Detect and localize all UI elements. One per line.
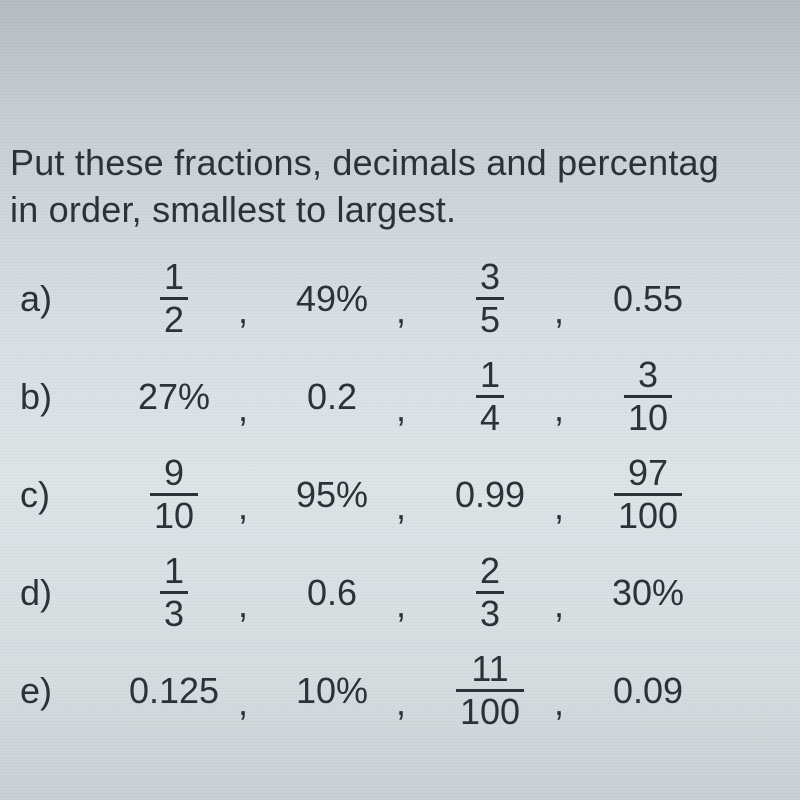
fraction-denominator: 5 [476, 300, 504, 338]
separator-comma: , [396, 584, 406, 632]
value-text: 0.55 [613, 278, 683, 320]
fraction: 11100 [456, 651, 524, 730]
value-item: 310 [574, 357, 722, 436]
separator-comma: , [554, 584, 564, 632]
value-item: 13 [100, 553, 248, 632]
separator-comma: , [238, 682, 248, 730]
separator-comma: , [396, 682, 406, 730]
separator-comma: , [554, 682, 564, 730]
fraction-numerator: 3 [634, 357, 662, 395]
row-items: 27%, 0.2, 14, 310 [100, 357, 722, 436]
fraction-numerator: 3 [476, 259, 504, 297]
row-items: 910, 95%, 0.99, 97100 [100, 455, 722, 534]
value-text: 0.99 [455, 474, 525, 516]
separator-comma: , [396, 388, 406, 436]
fraction: 13 [160, 553, 188, 632]
row-label: c) [10, 474, 100, 516]
worksheet-content: Put these fractions, decimals and percen… [0, 140, 800, 754]
value-text: 0.125 [129, 670, 219, 712]
value-item: 10% [258, 670, 406, 712]
value-text: 0.6 [307, 572, 357, 614]
question-row: c)910,95%,0.99,97100 [10, 460, 790, 530]
value-item: 49% [258, 278, 406, 320]
fraction-denominator: 10 [150, 496, 198, 534]
row-items: 13,0.6,23,30% [100, 553, 722, 632]
instruction-line-2: in order, smallest to largest. [10, 187, 790, 234]
fraction-numerator: 1 [160, 259, 188, 297]
fraction: 35 [476, 259, 504, 338]
fraction-numerator: 97 [624, 455, 672, 493]
question-row: b)27%,0.2,14,310 [10, 362, 790, 432]
value-item: 30% [574, 572, 722, 614]
value-item: 97100 [574, 455, 722, 534]
value-item: 910 [100, 455, 248, 534]
question-row: a)12,49%,35,0.55 [10, 264, 790, 334]
separator-comma: , [554, 486, 564, 534]
value-item: 11100 [416, 651, 564, 730]
value-text: 27% [138, 376, 210, 418]
fraction-denominator: 3 [476, 594, 504, 632]
separator-comma: , [396, 486, 406, 534]
value-item: 14 [416, 357, 564, 436]
separator-comma: , [238, 290, 248, 338]
fraction-denominator: 10 [624, 398, 672, 436]
value-item: 27% [100, 376, 248, 418]
row-label: a) [10, 278, 100, 320]
row-label: d) [10, 572, 100, 614]
value-text: 49% [296, 278, 368, 320]
separator-comma: , [238, 388, 248, 436]
question-rows: a)12,49%,35,0.55b)27%,0.2,14,310c)910,95… [10, 264, 790, 726]
fraction: 12 [160, 259, 188, 338]
value-item: 23 [416, 553, 564, 632]
fraction-denominator: 100 [456, 692, 524, 730]
fraction-numerator: 2 [476, 553, 504, 591]
value-item: 12 [100, 259, 248, 338]
value-item: 95% [258, 474, 406, 516]
value-item: 0.2 [258, 376, 406, 418]
question-row: e)0.125,10%,11100,0.09 [10, 656, 790, 726]
fraction-numerator: 11 [467, 651, 512, 689]
instruction-text: Put these fractions, decimals and percen… [10, 140, 790, 234]
row-items: 0.125, 10%, 11100, 0.09 [100, 651, 722, 730]
value-item: 0.55 [574, 278, 722, 320]
row-items: 12, 49%, 35, 0.55 [100, 259, 722, 338]
value-text: 0.09 [613, 670, 683, 712]
question-row: d)13,0.6,23,30% [10, 558, 790, 628]
separator-comma: , [396, 290, 406, 338]
fraction-numerator: 1 [476, 357, 504, 395]
value-text: 0.2 [307, 376, 357, 418]
row-label: b) [10, 376, 100, 418]
fraction-numerator: 1 [160, 553, 188, 591]
instruction-line-1: Put these fractions, decimals and percen… [10, 140, 790, 187]
fraction: 910 [150, 455, 198, 534]
fraction-denominator: 2 [160, 300, 188, 338]
value-item: 0.99 [416, 474, 564, 516]
separator-comma: , [554, 290, 564, 338]
fraction-denominator: 3 [160, 594, 188, 632]
fraction-denominator: 100 [614, 496, 682, 534]
value-item: 0.6 [258, 572, 406, 614]
separator-comma: , [554, 388, 564, 436]
separator-comma: , [238, 584, 248, 632]
value-item: 35 [416, 259, 564, 338]
fraction: 97100 [614, 455, 682, 534]
fraction: 23 [476, 553, 504, 632]
value-text: 10% [296, 670, 368, 712]
fraction-numerator: 9 [160, 455, 188, 493]
fraction: 310 [624, 357, 672, 436]
separator-comma: , [238, 486, 248, 534]
value-text: 30% [612, 572, 684, 614]
value-text: 95% [296, 474, 368, 516]
row-label: e) [10, 670, 100, 712]
fraction: 14 [476, 357, 504, 436]
fraction-denominator: 4 [476, 398, 504, 436]
value-item: 0.09 [574, 670, 722, 712]
value-item: 0.125 [100, 670, 248, 712]
